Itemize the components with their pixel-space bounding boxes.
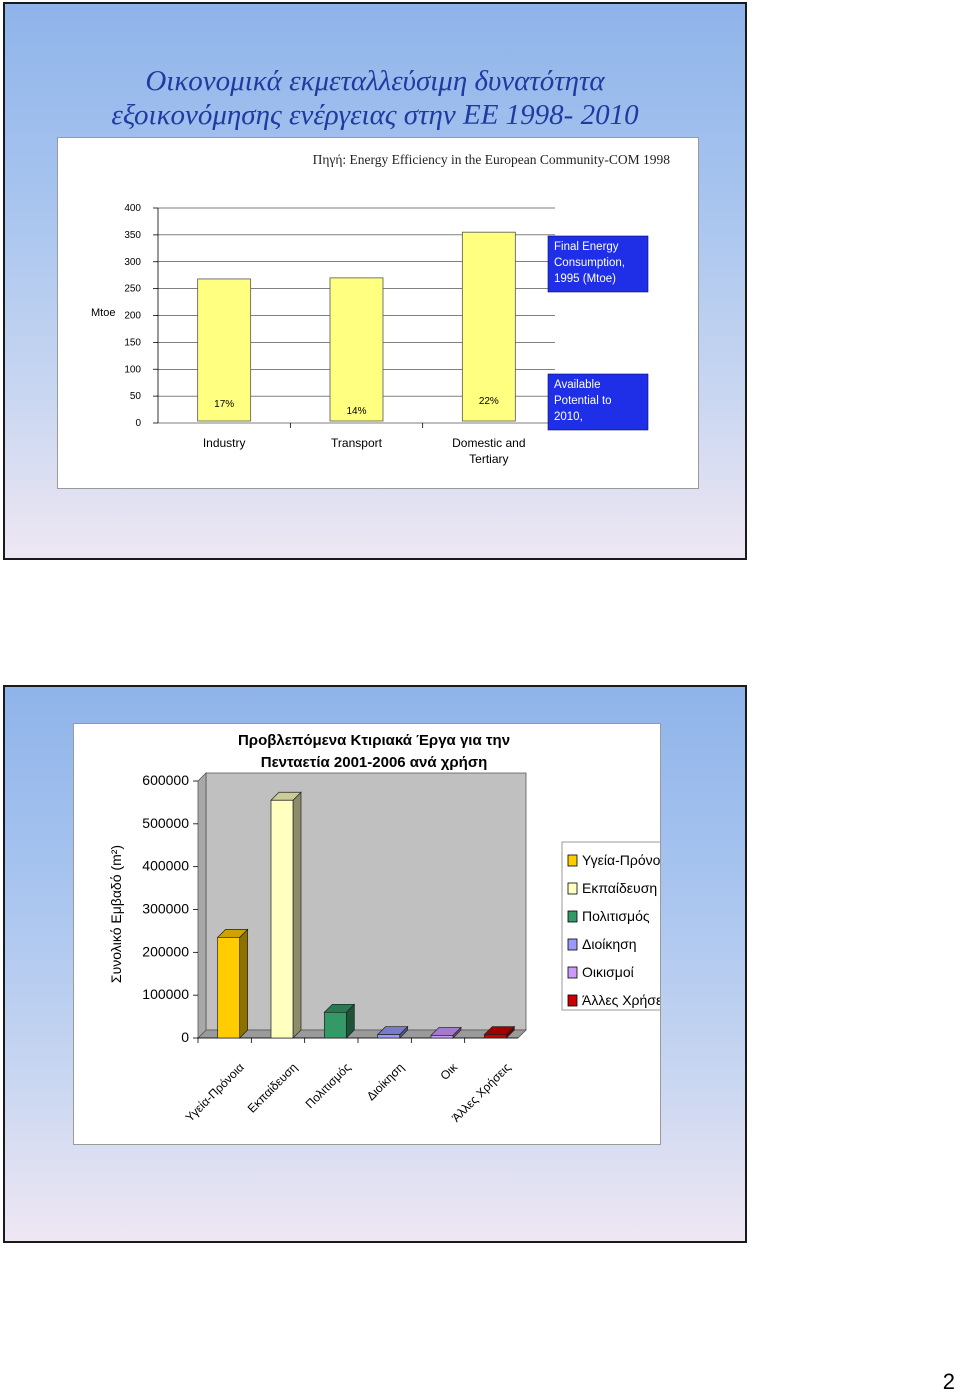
bar-building-area <box>270 799 294 1039</box>
legend-label: Consumption, <box>554 257 625 269</box>
y-tick-label: 100 <box>124 364 141 375</box>
legend-label: Πολιτισμός <box>582 908 650 924</box>
bar-final-consumption <box>197 278 252 422</box>
bar-side <box>239 928 249 1039</box>
x-category-label: Εκπαίδευση <box>245 1060 300 1115</box>
legend-label: Available <box>554 379 600 391</box>
legend-box <box>561 841 660 1011</box>
x-category-label: Υγεία-Πρόνοια <box>183 1060 247 1124</box>
page-number: 2 <box>942 1369 955 1394</box>
y-axis-label: Mtoe <box>91 307 115 319</box>
y-tick-label: 350 <box>124 230 141 241</box>
bar-final-consumption <box>461 231 516 422</box>
x-category-label: Πολιτισμός <box>303 1060 354 1111</box>
source-note: Πηγή: Energy Efficiency in the European … <box>312 152 670 167</box>
data-label: 22% <box>479 396 499 407</box>
title-line-2: εξοικονόμησης ενέργειας στην ΕΕ 1998- 20… <box>111 99 639 131</box>
chart-floor <box>197 1029 527 1039</box>
data-label: 17% <box>214 399 234 410</box>
legend-swatch <box>567 966 578 979</box>
title-line-1: Οικονομικά εκμεταλλεύσιμη δυνατότητα <box>145 65 605 97</box>
chart-title: Προβλεπόμενα Κτιριακά Έργα για την <box>238 732 510 749</box>
bar-side <box>292 791 302 1039</box>
y-tick-label: 200 <box>124 311 141 322</box>
bar-building-area <box>377 1034 401 1039</box>
bar-building-area <box>323 1011 347 1039</box>
bar-final-consumption <box>329 277 384 422</box>
legend-label: Εκπαίδευση <box>582 880 657 896</box>
y-tick-label: 250 <box>124 284 141 295</box>
slide-title: Οικονομικά εκμεταλλεύσιμη δυνατότητα εξο… <box>5 64 745 132</box>
x-category-label: Domestic and <box>452 436 525 450</box>
chart-title: Πενταετία 2001-2006 ανά χρήση <box>261 754 488 771</box>
legend-swatch <box>567 938 578 951</box>
chart-side-wall <box>197 772 207 1039</box>
legend-label: Final Energy <box>554 241 619 253</box>
legend-swatch <box>567 994 578 1007</box>
y-tick-label: 300 <box>124 257 141 268</box>
legend-label: Potential to <box>554 395 612 407</box>
slide-building-projects: Προβλεπόμενα Κτιριακά Έργα για την Πενταε… <box>3 685 747 1243</box>
legend-label: Διοίκηση <box>582 936 637 952</box>
chart-building-area: Προβλεπόμενα Κτιριακά Έργα για την Πενταε… <box>183 732 660 1125</box>
data-label: 14% <box>346 406 366 417</box>
bar-building-area <box>430 1035 454 1039</box>
legend-label: 1995 (Mtoe) <box>554 273 616 285</box>
legend-entry <box>547 373 649 431</box>
bar-building-area <box>217 936 241 1039</box>
legend-swatch <box>567 854 578 867</box>
bar-building-area <box>483 1034 507 1039</box>
x-category-label: Οικ <box>437 1060 460 1083</box>
legend-label: 2010, <box>554 411 583 423</box>
legend-label: Οικισμοί <box>582 964 634 980</box>
legend-swatch <box>567 882 578 895</box>
chart-energy-consumption: 400 350 300 250 200 150 100 50 0 Mtoe 17% Industry 1… <box>91 203 649 466</box>
y-tick-label: 0 <box>135 418 141 429</box>
slide-savings-potential: Οικονομικά εκμεταλλεύσιμη δυνατότητα εξο… <box>3 2 747 560</box>
chart-panel-buildings: Προβλεπόμενα Κτιριακά Έργα για την Πενταε… <box>73 723 661 1145</box>
chart-panel-energy: Πηγή: Energy Efficiency in the European … <box>57 137 699 489</box>
x-category-label: Transport <box>331 436 383 450</box>
x-category-label: Industry <box>203 436 246 450</box>
x-category-label: Tertiary <box>469 452 508 466</box>
y-tick-label: 400 <box>124 203 141 214</box>
y-tick-label: 150 <box>124 337 141 348</box>
y-tick-label: 50 <box>130 391 142 402</box>
legend-swatch <box>567 910 578 923</box>
legend-label: Άλλες Χρήσεις <box>582 992 660 1008</box>
legend-label: Υγεία-Πρόνοια <box>582 852 660 868</box>
x-category-label: Διοίκηση <box>364 1060 407 1103</box>
legend-entry <box>547 235 649 293</box>
